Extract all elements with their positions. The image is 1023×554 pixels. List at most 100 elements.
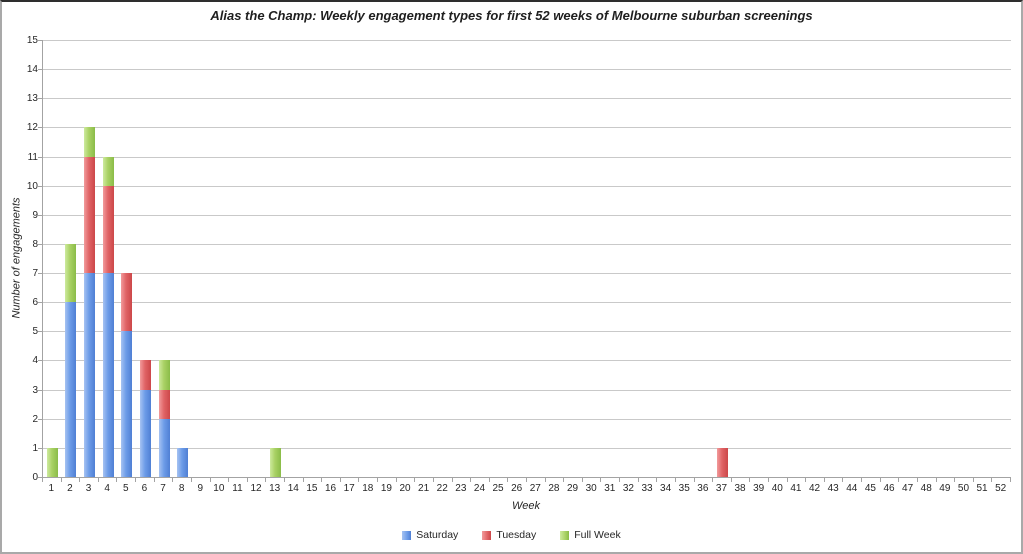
x-axis-tick bbox=[954, 478, 956, 482]
x-tick-label-week-50: 50 bbox=[957, 483, 970, 494]
x-axis-tick bbox=[377, 478, 379, 482]
x-tick-label-week-45: 45 bbox=[864, 483, 876, 494]
plot-area bbox=[42, 40, 1011, 478]
y-tick-label: 10 bbox=[26, 180, 38, 192]
bar-week-4-saturday bbox=[102, 273, 114, 477]
x-tick-label-week-47: 47 bbox=[902, 483, 914, 494]
x-tick-label-week-38: 38 bbox=[734, 483, 746, 494]
x-axis-tick bbox=[786, 478, 788, 482]
gridline-y-1 bbox=[43, 447, 1011, 449]
x-tick-label-week-37: 37 bbox=[715, 483, 728, 494]
gridline-y-6 bbox=[43, 302, 1011, 304]
x-tick-label-week-10: 10 bbox=[213, 483, 225, 494]
bar-week-3-full-week bbox=[84, 127, 96, 157]
gridline-y-10 bbox=[43, 185, 1011, 187]
y-tick-label: 12 bbox=[26, 122, 38, 134]
y-axis-tick bbox=[38, 185, 42, 187]
x-tick-label-week-15: 15 bbox=[306, 483, 318, 494]
x-axis-tick bbox=[358, 478, 360, 482]
legend-label: Saturday bbox=[416, 529, 459, 541]
bar-week-7-saturday bbox=[158, 418, 170, 477]
legend-item-saturday: Saturday bbox=[402, 529, 458, 541]
y-tick-label: 5 bbox=[32, 326, 38, 338]
y-axis-tick bbox=[38, 243, 42, 245]
y-axis-tick bbox=[38, 418, 42, 420]
x-axis-tick bbox=[507, 478, 509, 482]
y-axis-tick bbox=[38, 477, 42, 478]
x-tick-label-week-21: 21 bbox=[418, 483, 430, 494]
y-axis-tick bbox=[38, 331, 42, 333]
chart-legend: Saturday Tuesday Full Week bbox=[2, 529, 1021, 541]
x-axis-tick bbox=[916, 478, 918, 482]
x-axis-tick bbox=[600, 478, 602, 482]
x-tick-label-week-9: 9 bbox=[197, 483, 203, 494]
x-axis-tick bbox=[172, 478, 174, 482]
x-tick-label-week-35: 35 bbox=[678, 483, 690, 494]
x-axis-tick bbox=[302, 478, 304, 482]
x-tick-label-week-27: 27 bbox=[529, 483, 541, 494]
y-tick-label: 13 bbox=[26, 93, 38, 105]
chart-title: Alias the Champ: Weekly engagement types… bbox=[210, 8, 813, 23]
x-axis-tick bbox=[135, 478, 137, 482]
x-tick-label-week-34: 34 bbox=[660, 483, 672, 494]
x-axis-tick bbox=[823, 478, 825, 482]
x-axis-tick bbox=[153, 478, 155, 482]
x-axis-tick bbox=[284, 478, 285, 482]
y-tick-label: 8 bbox=[32, 238, 38, 250]
bar-week-5-saturday bbox=[121, 331, 133, 477]
x-axis-tick bbox=[265, 478, 267, 482]
y-tick-label: 0 bbox=[32, 472, 38, 483]
bar-week-6-tuesday bbox=[139, 360, 151, 390]
y-axis-tick bbox=[38, 214, 42, 216]
x-axis-tick bbox=[414, 478, 416, 482]
x-axis-tick bbox=[656, 478, 658, 482]
x-axis-tick bbox=[730, 478, 732, 482]
x-axis-tick bbox=[209, 478, 211, 482]
x-axis-tick bbox=[712, 478, 714, 482]
y-axis-tick bbox=[38, 98, 42, 100]
x-axis-tick bbox=[116, 478, 118, 482]
y-tick-label: 14 bbox=[26, 64, 38, 76]
y-tick-label: 2 bbox=[32, 413, 38, 425]
x-tick-label-week-4: 4 bbox=[104, 483, 110, 494]
x-axis-tick bbox=[228, 478, 230, 482]
bar-week-4-full-week bbox=[102, 156, 114, 186]
x-axis-tick bbox=[935, 478, 937, 482]
x-tick-label-week-23: 23 bbox=[455, 483, 467, 494]
x-axis-tick bbox=[190, 478, 192, 482]
bar-week-1-full-week bbox=[46, 447, 58, 477]
x-axis-tick bbox=[898, 478, 900, 482]
gridline-y-4 bbox=[43, 360, 1011, 362]
x-tick-label-week-8: 8 bbox=[178, 483, 185, 494]
x-tick-label-week-24: 24 bbox=[473, 483, 486, 494]
y-axis-tick bbox=[38, 302, 42, 304]
y-tick-label: 9 bbox=[32, 209, 38, 221]
y-tick-label: 6 bbox=[32, 297, 38, 309]
x-tick-label-week-14: 14 bbox=[287, 483, 299, 494]
y-axis-tick bbox=[38, 389, 42, 391]
legend-swatch-icon bbox=[560, 530, 570, 540]
x-axis-tick bbox=[544, 478, 546, 482]
x-axis-tick bbox=[842, 478, 844, 482]
x-axis-tick bbox=[972, 478, 974, 482]
x-tick-label-week-12: 12 bbox=[250, 483, 262, 494]
gridline-y-9 bbox=[43, 214, 1011, 216]
x-tick-label-week-17: 17 bbox=[343, 483, 355, 494]
x-axis-tick bbox=[674, 478, 676, 482]
bar-week-2-saturday bbox=[65, 302, 77, 477]
x-axis-tick bbox=[693, 478, 695, 482]
x-axis-tick bbox=[749, 478, 751, 482]
y-axis-tick bbox=[38, 156, 42, 158]
x-tick-label-week-31: 31 bbox=[604, 483, 616, 494]
y-axis-tick bbox=[38, 273, 42, 275]
bar-week-2-full-week bbox=[65, 243, 77, 303]
x-axis-tick bbox=[768, 478, 769, 482]
gridline-y-14 bbox=[43, 69, 1011, 71]
bar-week-6-saturday bbox=[139, 389, 151, 477]
y-axis-tick bbox=[38, 69, 42, 71]
bar-week-13-full-week bbox=[270, 447, 282, 477]
x-tick-label-week-32: 32 bbox=[622, 483, 634, 494]
x-tick-label-week-30: 30 bbox=[585, 483, 597, 494]
gridline-y-11 bbox=[43, 156, 1011, 158]
